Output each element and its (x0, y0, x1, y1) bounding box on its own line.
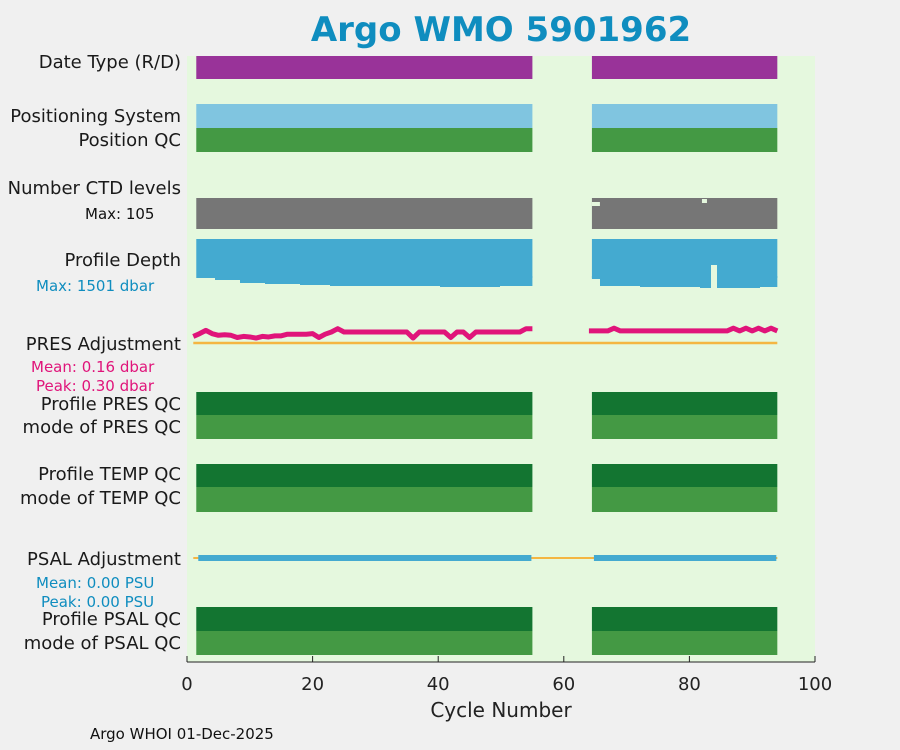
profile-depth-bar (196, 239, 533, 278)
depth-max-label: Max: 1501 dbar (36, 277, 155, 295)
profile-depth-bar (760, 276, 778, 287)
label-pres-adjustment: PRES Adjustment (25, 334, 181, 355)
profile-depth-bar (591, 239, 778, 278)
profile-depth-bar (300, 276, 330, 285)
x-tick-label: 20 (301, 674, 325, 695)
position-qc-bar (591, 128, 778, 152)
label-date-type: Date Type (R/D) (38, 52, 181, 73)
label-profile-depth: Profile Depth (64, 250, 181, 271)
label-number-ctd-levels: Number CTD levels (7, 178, 181, 199)
mode-psal-qc-bar (591, 631, 778, 655)
profile-depth-gap (711, 265, 717, 288)
profile-depth-bar (400, 276, 440, 286)
ctd-levels-bar (196, 198, 533, 229)
date-type-bar (591, 56, 778, 79)
profile-temp-qc-bar (591, 464, 778, 487)
profile-depth-bar (240, 276, 265, 283)
x-tick-label: 80 (677, 674, 701, 695)
positioning-system-bar (196, 104, 533, 128)
pres-adjustment-line (588, 325, 779, 334)
label-psal-adjustment: PSAL Adjustment (26, 549, 181, 570)
label-profile-pres-qc: Profile PRES QC (40, 394, 181, 415)
psal-adjustment-line (198, 555, 532, 561)
psal-mean-label: Mean: 0.00 PSU (36, 574, 155, 592)
label-mode-pres-qc: mode of PRES QC (22, 417, 181, 438)
profile-depth-bar (600, 276, 640, 286)
profile-temp-qc-bar (196, 464, 533, 487)
profile-depth-bar (500, 276, 533, 286)
psal-adjustment-line (593, 555, 777, 561)
profile-depth-bar (680, 276, 700, 287)
profile-psal-qc-bar (591, 607, 778, 631)
mode-pres-qc-bar (591, 415, 778, 439)
profile-depth-bar (591, 276, 600, 279)
profile-depth-bar (720, 276, 760, 288)
profile-depth-bar (470, 276, 500, 287)
mode-psal-qc-bar (196, 631, 533, 655)
label-mode-psal-qc: mode of PSAL QC (23, 633, 181, 654)
chart-title: Argo WMO 5901962 (310, 10, 692, 50)
label-position-qc: Position QC (78, 130, 181, 151)
footer-credit: Argo WHOI 01-Dec-2025 (90, 725, 274, 743)
label-profile-temp-qc: Profile TEMP QC (38, 464, 181, 485)
profile-depth-bar (330, 276, 360, 286)
mode-temp-qc-bar (591, 487, 778, 512)
ctd-levels-notch (701, 199, 707, 203)
x-tick-label: 100 (797, 674, 833, 695)
x-tick-label: 40 (426, 674, 450, 695)
pres-peak-label: Peak: 0.30 dbar (36, 377, 155, 395)
profile-depth-bar (360, 276, 400, 286)
x-tick-label: 0 (181, 674, 193, 695)
profile-depth-bar (215, 276, 240, 280)
position-qc-bar (196, 128, 533, 152)
pres-adjustment-line (192, 326, 533, 341)
positioning-system-bar (591, 104, 778, 128)
pres-mean-label: Mean: 0.16 dbar (31, 358, 155, 376)
profile-depth-bar (265, 276, 300, 284)
ctd-levels-bar (591, 198, 778, 229)
profile-depth-bar (440, 276, 470, 287)
profile-pres-qc-bar (196, 392, 533, 415)
date-type-bar (196, 56, 533, 79)
ctd-levels-notch (591, 202, 600, 206)
profile-pres-qc-bar (591, 392, 778, 415)
profile-psal-qc-bar (196, 607, 533, 631)
x-tick-label: 60 (552, 674, 576, 695)
ctd-max-label: Max: 105 (85, 205, 155, 223)
x-axis-label: Cycle Number (430, 698, 572, 722)
label-profile-psal-qc: Profile PSAL QC (41, 609, 181, 630)
mode-pres-qc-bar (196, 415, 533, 439)
profile-depth-bar (640, 276, 680, 287)
mode-temp-qc-bar (196, 487, 533, 512)
psal-peak-label: Peak: 0.00 PSU (41, 593, 155, 611)
label-positioning-system: Positioning System (10, 106, 181, 127)
label-mode-temp-qc: mode of TEMP QC (19, 488, 181, 509)
